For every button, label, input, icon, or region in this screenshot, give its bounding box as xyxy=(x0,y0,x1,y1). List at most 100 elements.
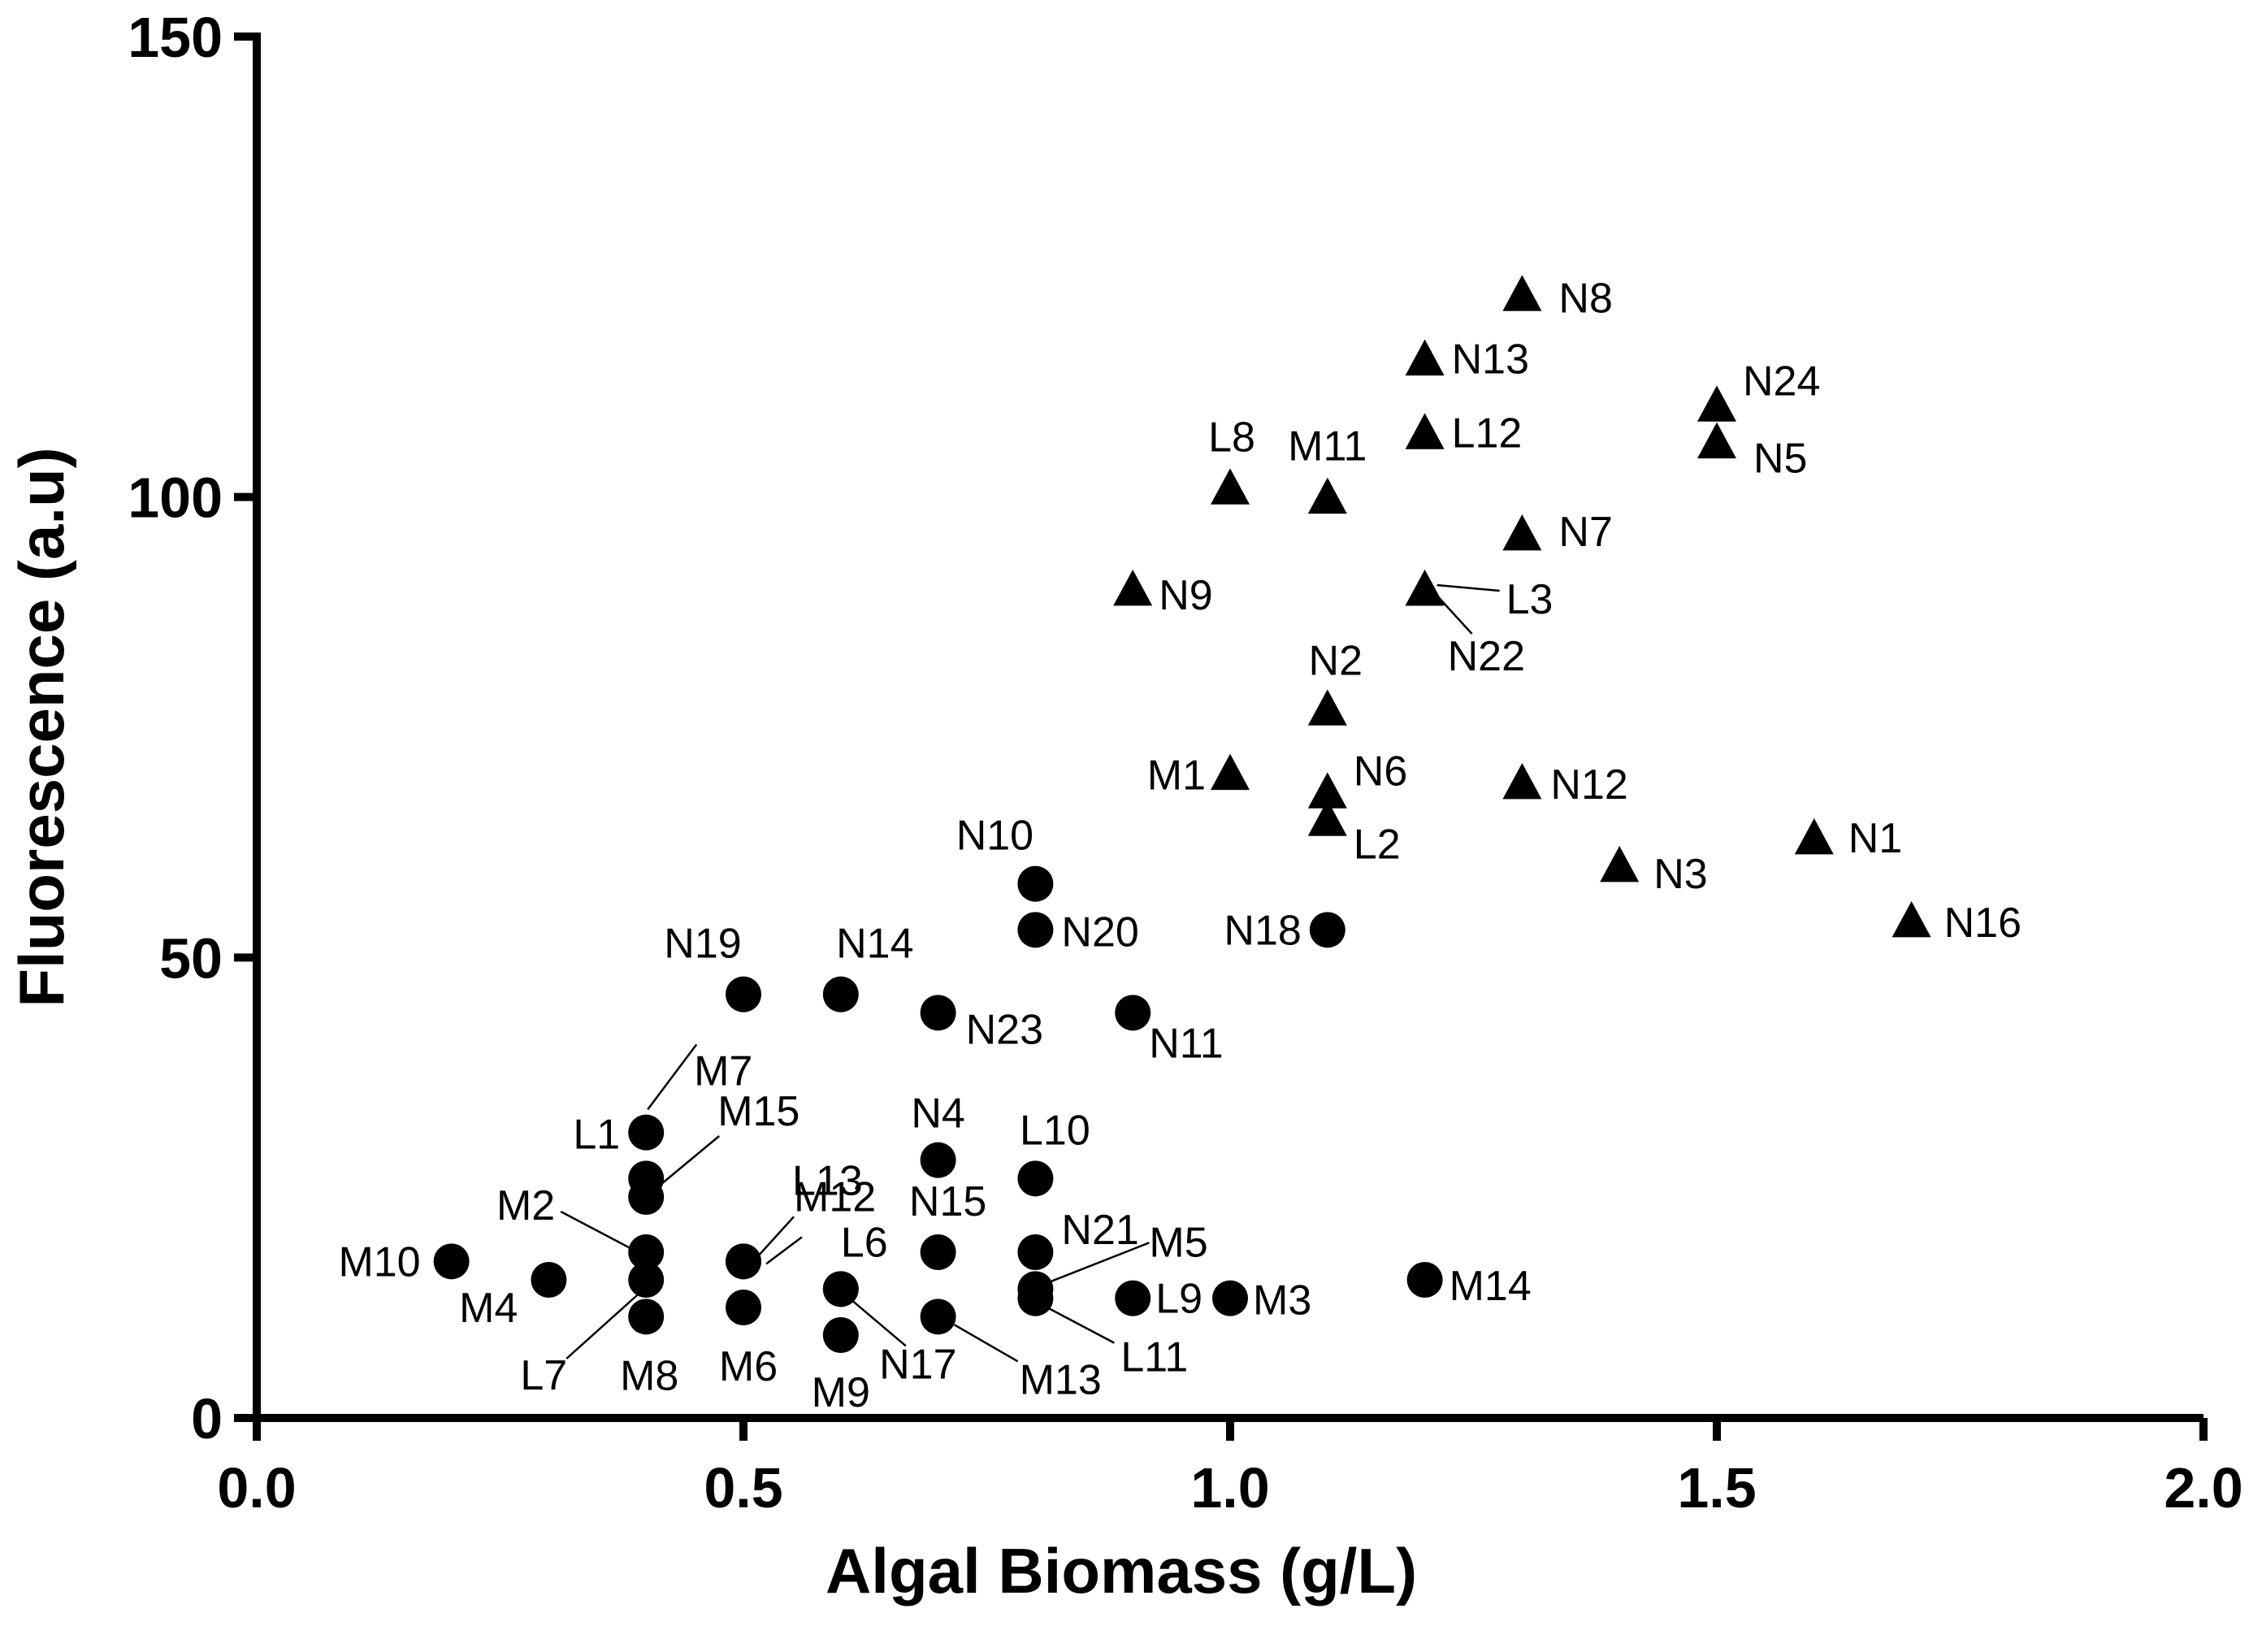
point-label: M7 xyxy=(694,1047,752,1095)
point-label: N20 xyxy=(1061,908,1138,956)
triangle-marker xyxy=(1211,753,1250,791)
point-label: L12 xyxy=(1452,410,1523,457)
y-tick-label: 50 xyxy=(159,926,223,990)
point-label: M2 xyxy=(496,1182,555,1229)
triangle-marker xyxy=(1600,846,1640,882)
point-label: N18 xyxy=(1224,907,1301,954)
circle-marker xyxy=(1406,1262,1443,1298)
leader-line xyxy=(560,1210,639,1254)
point-label: N15 xyxy=(909,1178,986,1225)
point-label: N17 xyxy=(879,1341,956,1388)
circle-marker xyxy=(1115,995,1151,1031)
point-label: N9 xyxy=(1159,572,1212,619)
x-tick-label: 0.5 xyxy=(704,1456,782,1520)
leader-line xyxy=(852,1300,907,1347)
point-label: N16 xyxy=(1944,900,2022,947)
circle-marker xyxy=(628,1262,665,1298)
point-label: L7 xyxy=(520,1352,567,1399)
triangle-marker xyxy=(1502,275,1542,311)
point-label: M11 xyxy=(1288,423,1367,470)
point-label: L13 xyxy=(792,1157,863,1204)
triangle-marker xyxy=(1405,570,1445,606)
point-label: M1 xyxy=(1147,752,1206,800)
point-label: L6 xyxy=(841,1219,888,1266)
point-label: M8 xyxy=(620,1352,678,1399)
point-label: N14 xyxy=(836,921,913,968)
point-label: N21 xyxy=(1061,1207,1138,1254)
circle-marker xyxy=(1017,912,1054,948)
y-axis-title: Fluorescence (a.u) xyxy=(6,447,77,1007)
circle-marker xyxy=(1017,1234,1054,1270)
triangle-marker xyxy=(1697,385,1736,422)
leader-line xyxy=(647,1043,698,1111)
point-label: L11 xyxy=(1120,1334,1188,1381)
point-label: N8 xyxy=(1558,275,1612,322)
circle-marker xyxy=(531,1262,567,1298)
triangle-marker xyxy=(1697,422,1736,459)
leader-line xyxy=(1436,595,1473,635)
leader-line xyxy=(1436,583,1500,592)
point-label: M10 xyxy=(338,1238,420,1286)
triangle-marker xyxy=(1307,800,1347,836)
x-tick-label: 1.5 xyxy=(1677,1456,1756,1520)
circle-marker xyxy=(1309,912,1346,948)
triangle-marker xyxy=(1211,468,1250,505)
triangle-marker xyxy=(1405,413,1445,449)
x-tick-label: 2.0 xyxy=(2164,1456,2242,1520)
triangle-marker xyxy=(1307,772,1347,809)
data-markers xyxy=(433,275,1931,1353)
point-label: N6 xyxy=(1354,748,1407,795)
point-label: N3 xyxy=(1653,851,1707,898)
triangle-marker xyxy=(1892,901,1931,938)
triangle-marker xyxy=(1405,339,1445,376)
leader-line xyxy=(566,1294,639,1359)
circle-marker xyxy=(920,1234,956,1270)
triangle-marker xyxy=(1113,570,1153,606)
point-label: M3 xyxy=(1253,1277,1311,1325)
triangle-marker xyxy=(1307,689,1347,726)
circle-marker xyxy=(1212,1280,1248,1316)
y-tick-label: 0 xyxy=(191,1387,223,1450)
point-label: N5 xyxy=(1753,436,1807,483)
triangle-marker xyxy=(1307,477,1347,514)
y-ticks: 0 50 100 150 xyxy=(128,6,257,1450)
point-label: M12 xyxy=(794,1173,876,1221)
triangle-marker xyxy=(1502,514,1542,551)
circle-marker xyxy=(628,1179,665,1215)
point-label: N11 xyxy=(1149,1020,1224,1067)
circle-marker xyxy=(1017,865,1054,902)
point-label: L2 xyxy=(1354,821,1401,868)
point-label: N4 xyxy=(911,1090,964,1138)
x-tick-label: 0.0 xyxy=(217,1456,296,1520)
point-label: M9 xyxy=(812,1369,870,1416)
x-ticks: 0.0 0.5 1.0 1.5 2.0 xyxy=(217,1418,2243,1520)
point-label: N2 xyxy=(1309,637,1363,684)
leader-line xyxy=(1041,1303,1115,1344)
y-tick-label: 100 xyxy=(128,466,223,530)
point-label: M13 xyxy=(1020,1356,1102,1403)
circle-marker xyxy=(822,1317,859,1353)
circle-marker xyxy=(726,1290,761,1325)
point-label: N13 xyxy=(1452,336,1529,384)
point-label: L9 xyxy=(1155,1276,1202,1323)
point-label: N19 xyxy=(664,921,741,968)
circle-marker xyxy=(628,1299,665,1335)
triangle-marker xyxy=(1502,763,1542,800)
point-label: M15 xyxy=(717,1088,800,1135)
circle-marker xyxy=(433,1243,470,1280)
point-label: N22 xyxy=(1448,633,1525,680)
leader-line xyxy=(765,1236,803,1265)
point-label: M4 xyxy=(459,1285,518,1332)
y-tick-label: 150 xyxy=(128,6,223,69)
circle-marker xyxy=(822,1271,859,1307)
point-label: N12 xyxy=(1550,761,1627,809)
circle-marker xyxy=(1017,1160,1054,1197)
leader-line xyxy=(953,1324,1019,1363)
circle-marker xyxy=(822,976,859,1012)
circle-marker xyxy=(920,995,956,1031)
point-label: N10 xyxy=(956,813,1034,860)
point-label: L3 xyxy=(1506,576,1554,623)
circle-marker xyxy=(920,1142,956,1178)
